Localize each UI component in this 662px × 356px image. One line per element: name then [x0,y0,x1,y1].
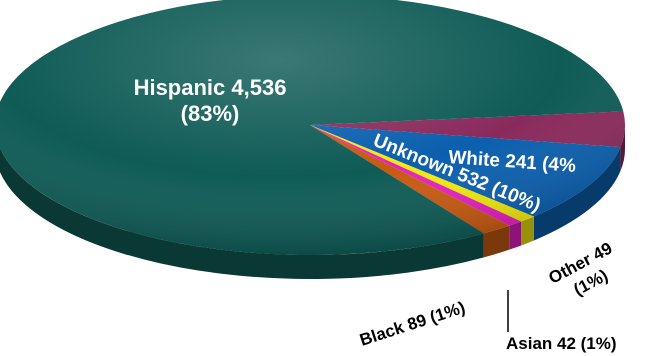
label-asian: Asian 42 (1%) [506,334,617,353]
pie-side-black [483,225,510,258]
label-other: Other 49(1%) [546,239,626,308]
label-hispanic-line2: (83%) [181,101,240,126]
label-hispanic: Hispanic 4,536 (83%) [134,75,287,126]
pie-side-asian [509,221,522,250]
pie-side-unknown [533,147,621,241]
pie-sheen [0,0,625,255]
pie-side-white [620,125,625,172]
label-black-line1: Black 89 (1%) [357,298,467,350]
label-hispanic-line1: Hispanic 4,536 [134,75,287,100]
pie-side-hispanic [0,147,484,279]
label-black: Black 89 (1%) [357,298,467,350]
pie-side-other [521,216,534,246]
label-asian-line1: Asian 42 (1%) [506,334,617,353]
